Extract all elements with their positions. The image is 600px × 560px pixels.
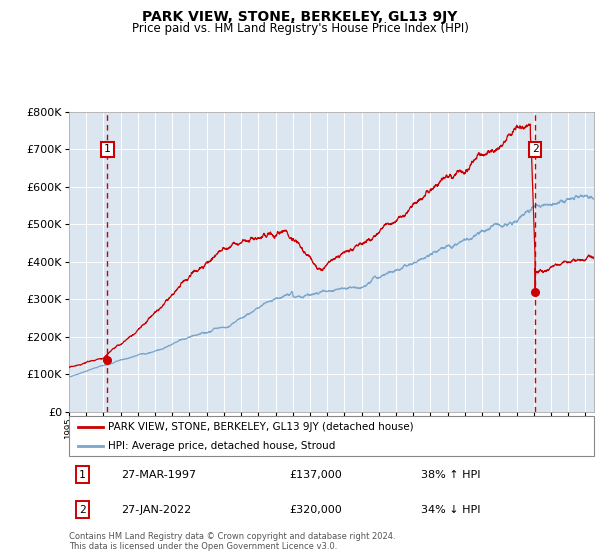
Text: Price paid vs. HM Land Registry's House Price Index (HPI): Price paid vs. HM Land Registry's House … (131, 22, 469, 35)
Text: PARK VIEW, STONE, BERKELEY, GL13 9JY (detached house): PARK VIEW, STONE, BERKELEY, GL13 9JY (de… (109, 422, 414, 432)
Text: 2: 2 (532, 144, 539, 155)
Text: 27-MAR-1997: 27-MAR-1997 (121, 470, 197, 479)
Text: 34% ↓ HPI: 34% ↓ HPI (421, 505, 480, 515)
Text: £137,000: £137,000 (290, 470, 342, 479)
Text: 27-JAN-2022: 27-JAN-2022 (121, 505, 192, 515)
Text: 1: 1 (104, 144, 111, 155)
Text: HPI: Average price, detached house, Stroud: HPI: Average price, detached house, Stro… (109, 441, 336, 451)
Text: Contains HM Land Registry data © Crown copyright and database right 2024.
This d: Contains HM Land Registry data © Crown c… (69, 532, 395, 552)
Text: 38% ↑ HPI: 38% ↑ HPI (421, 470, 480, 479)
Text: 2: 2 (79, 505, 86, 515)
Text: PARK VIEW, STONE, BERKELEY, GL13 9JY: PARK VIEW, STONE, BERKELEY, GL13 9JY (142, 10, 458, 24)
Text: £320,000: £320,000 (290, 505, 342, 515)
Text: 1: 1 (79, 470, 86, 479)
